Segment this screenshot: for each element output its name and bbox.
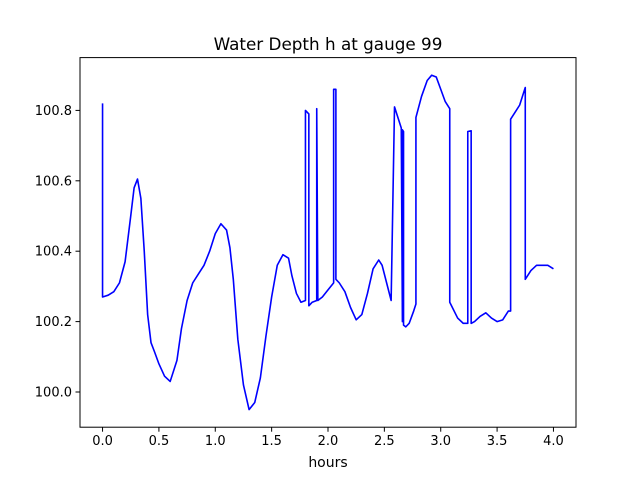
x-tick-label: 3.0	[430, 434, 451, 449]
y-axis: 100.0 100.2 100.4 100.6 100.8	[35, 104, 80, 401]
x-tick-label: 0.0	[92, 434, 113, 449]
series-line-0	[101, 74, 554, 411]
y-tick-label: 100.2	[35, 315, 72, 330]
x-tick-label: 4.0	[543, 434, 564, 449]
x-axis: 0.0 0.5 1.0 1.5 2.0 2.5 3.0 3.5 4.0	[92, 427, 564, 449]
y-tick-label: 100.6	[35, 174, 72, 189]
x-tick-label: 1.5	[261, 434, 282, 449]
y-tick-label: 100.8	[35, 104, 72, 119]
x-tick-label: 0.5	[149, 434, 170, 449]
y-tick-label: 100.0	[35, 386, 72, 401]
x-tick-label: 2.0	[318, 434, 339, 449]
series-layer	[101, 74, 554, 411]
y-tick-label: 100.4	[35, 245, 72, 260]
x-tick-label: 2.5	[374, 434, 395, 449]
chart-title: Water Depth h at gauge 99	[214, 34, 443, 54]
x-tick-label: 3.5	[487, 434, 508, 449]
x-tick-label: 1.0	[205, 434, 226, 449]
x-axis-label: hours	[308, 455, 347, 471]
